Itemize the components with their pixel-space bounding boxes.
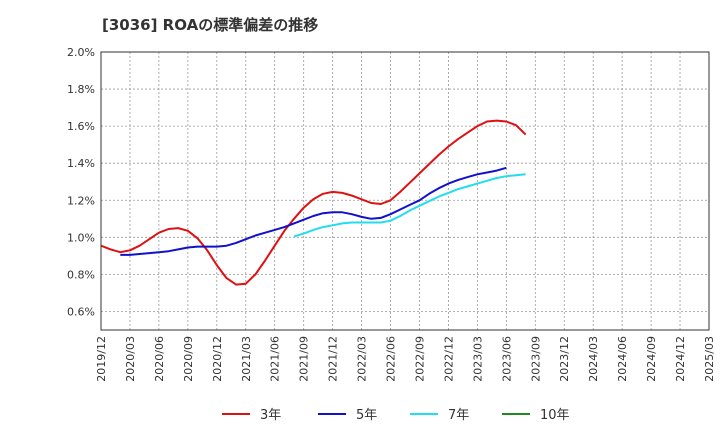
x-tick-label: 2022/09 (413, 336, 426, 382)
x-tick-label: 2022/06 (385, 336, 398, 382)
series-line-5年 (120, 166, 507, 256)
x-tick-label: 2020/09 (182, 336, 195, 382)
y-tick-label: 1.2% (67, 194, 95, 207)
x-tick-label: 2022/03 (356, 336, 369, 382)
x-tick-label: 2020/12 (211, 336, 224, 382)
x-tick-label: 2021/12 (327, 336, 340, 382)
x-tick-label: 2019/12 (95, 336, 108, 382)
x-tick-label: 2021/06 (269, 336, 282, 382)
x-tick-label: 2022/12 (442, 336, 455, 382)
plot-background (101, 52, 709, 330)
x-tick-label: 2023/03 (471, 336, 484, 382)
legend-label: 5年 (356, 408, 377, 423)
x-tick-label: 2023/09 (529, 336, 542, 382)
x-tick-label: 2024/09 (645, 336, 658, 382)
series-line-7年 (293, 173, 526, 238)
x-tick-label: 2024/06 (616, 336, 629, 382)
y-tick-label: 1.0% (67, 231, 95, 244)
chart-title: [3036] ROAの標準偏差の推移 (102, 16, 319, 34)
y-tick-label: 2.0% (67, 46, 95, 59)
x-tick-label: 2023/12 (558, 336, 571, 382)
series-line-3年 (100, 119, 527, 286)
x-tick-label: 2020/03 (124, 336, 137, 382)
legend-label: 3年 (260, 408, 281, 423)
legend-label: 7年 (448, 408, 469, 423)
legend: 3年 5年 7年 10年 (222, 408, 570, 423)
series-lines (100, 119, 527, 286)
x-axis-ticks: 2019/12 2020/03 2020/06 2020/09 2020/12 2021/… (95, 336, 716, 382)
x-tick-label: 2024/03 (587, 336, 600, 382)
y-tick-label: 0.6% (67, 305, 95, 318)
x-tick-label: 2021/03 (240, 336, 253, 382)
y-tick-label: 1.6% (67, 120, 95, 133)
plot-frame (100, 51, 710, 331)
y-tick-label: 1.8% (67, 83, 95, 96)
x-tick-label: 2020/06 (153, 336, 166, 382)
y-axis-ticks: 0.6% 0.8% 1.0% 1.2% 1.4% 1.6% 1.8% 2.0% (67, 46, 95, 318)
y-tick-label: 1.4% (67, 157, 95, 170)
y-tick-label: 0.8% (67, 268, 95, 281)
x-tick-label: 2025/03 (703, 336, 716, 382)
legend-label: 10年 (540, 408, 570, 423)
x-tick-label: 2021/09 (298, 336, 311, 382)
x-tick-label: 2023/06 (500, 336, 513, 382)
x-tick-label: 2024/12 (674, 336, 687, 382)
